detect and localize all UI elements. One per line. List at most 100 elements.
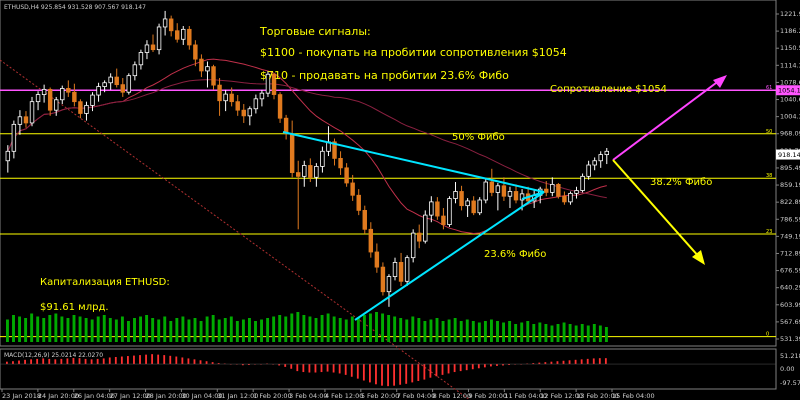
macd-bar — [133, 355, 135, 365]
macd-bar — [6, 361, 8, 365]
volume-bar — [120, 316, 124, 342]
macd-bar — [187, 358, 190, 365]
macd-bar — [36, 358, 39, 365]
macd-bar — [302, 364, 305, 373]
candle — [314, 163, 319, 187]
volume-bar — [199, 321, 203, 342]
candle — [168, 15, 174, 37]
macd-bar — [157, 354, 160, 365]
candle — [84, 101, 89, 121]
volume-bar — [127, 321, 130, 342]
volume-bar — [532, 324, 536, 342]
volume-bar — [12, 315, 15, 342]
volume-bar — [42, 318, 46, 342]
volume-bar — [133, 318, 136, 342]
volume-layer — [6, 312, 608, 342]
volume-bar — [344, 319, 348, 342]
fibo236-label: 23.6% Фибо — [484, 249, 546, 260]
current-price-tag-bg — [776, 149, 800, 160]
candle-body — [78, 101, 83, 114]
candle — [17, 110, 23, 135]
candle — [241, 104, 246, 123]
candle-body — [574, 190, 579, 194]
candle-body — [5, 150, 11, 162]
candle-body — [495, 185, 501, 193]
macd-bar — [12, 361, 14, 365]
forecast-arrows — [612, 75, 727, 265]
volume-bar — [441, 321, 445, 342]
macd-bar — [175, 356, 178, 365]
candle — [54, 96, 59, 116]
volume-bar — [604, 327, 608, 342]
macd-bar — [532, 363, 535, 365]
trend-line-dashed — [0, 59, 471, 400]
candle — [441, 208, 446, 230]
candle — [35, 91, 41, 111]
candle-body — [11, 123, 17, 152]
volume-bar — [586, 325, 590, 342]
candle — [501, 177, 507, 201]
volume-bar — [477, 322, 481, 342]
candle-body — [368, 228, 374, 253]
candle — [598, 151, 603, 168]
macd-bar — [399, 364, 402, 385]
volume-bar — [459, 321, 463, 342]
y-tick-label: 567.690 — [780, 318, 800, 326]
candle — [368, 222, 374, 258]
macd-bar — [477, 364, 480, 369]
macd-layer — [0, 354, 776, 387]
candle-body — [47, 88, 53, 111]
x-tick-label: 28 Jan 20:00 — [146, 392, 187, 400]
candle — [295, 160, 301, 230]
candle-body — [247, 108, 253, 117]
axis-layer: 1221.990 1186.290 1150.590 1114.390 1078.690… — [1, 10, 800, 400]
y-tick-label: 676.590 — [780, 267, 800, 275]
candle — [247, 106, 253, 126]
volume-bar — [169, 321, 173, 342]
volume-bar — [417, 318, 421, 342]
volume-bar — [471, 321, 475, 342]
candle — [356, 189, 361, 216]
candle — [544, 181, 549, 197]
candle — [568, 191, 573, 205]
macd-bar — [151, 354, 154, 365]
candle — [162, 10, 168, 36]
candle-body — [150, 44, 156, 51]
y-tick-label: 1186.290 — [780, 27, 800, 35]
ma-slow-line — [7, 79, 607, 199]
volume-bar — [544, 324, 548, 342]
candle — [217, 78, 222, 116]
candle-body — [193, 44, 198, 60]
x-tick-label: 26 Jan 04:00 — [74, 392, 115, 400]
candle-body — [483, 181, 488, 201]
volume-bar — [241, 319, 245, 342]
candle-body — [60, 88, 65, 101]
candle-body — [96, 86, 101, 96]
volume-bar — [326, 313, 330, 342]
candle — [277, 92, 283, 123]
candle-body — [102, 82, 107, 87]
candle — [404, 255, 410, 287]
candle-body — [120, 84, 125, 93]
y-tick-label: 1114.390 — [780, 61, 800, 69]
macd-bar — [435, 364, 438, 377]
candle — [229, 87, 234, 107]
candle — [453, 182, 458, 204]
volume-bar — [24, 318, 28, 342]
macd-bar — [120, 356, 123, 365]
macd-bar — [217, 363, 220, 365]
candle — [235, 95, 240, 116]
macd-bar — [320, 364, 323, 373]
volume-bar — [145, 315, 149, 342]
volume-bar — [356, 318, 360, 342]
candle-body — [556, 183, 561, 197]
cap-value: $91.61 млрд. — [40, 302, 109, 313]
candle — [78, 99, 83, 119]
volume-bar — [248, 318, 251, 342]
candle-body — [277, 94, 283, 119]
candle — [604, 147, 609, 165]
x-tick-label: 12 Feb 12:00 — [540, 392, 583, 400]
candle-body — [72, 91, 77, 103]
macd-y-tick-label: -97.5718 — [780, 379, 800, 387]
